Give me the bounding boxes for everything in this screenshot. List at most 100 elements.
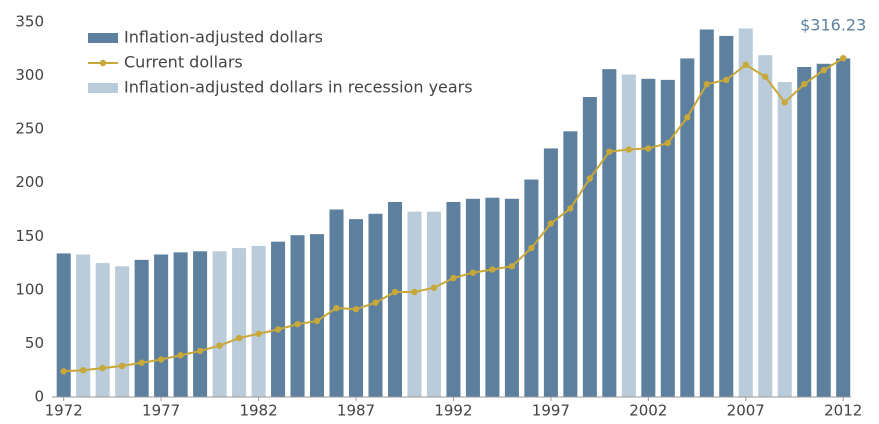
point — [840, 54, 847, 62]
x-tick-label: 1992 — [434, 402, 472, 420]
point — [762, 73, 769, 80]
point — [723, 76, 730, 84]
x-tick-label: 1997 — [532, 402, 570, 420]
bar — [446, 202, 461, 397]
bar — [76, 254, 91, 397]
x-tick-label: 2002 — [629, 402, 667, 420]
x-tick-label: 1987 — [337, 402, 375, 420]
point — [372, 299, 379, 306]
point — [235, 334, 243, 342]
bar — [329, 209, 344, 397]
legend-label: Inflation-adjusted dollars in recession … — [124, 78, 473, 97]
point — [781, 99, 788, 106]
point — [450, 274, 457, 282]
point — [196, 347, 204, 355]
bar — [290, 235, 305, 397]
point — [430, 284, 438, 291]
point — [606, 148, 613, 155]
bar — [524, 179, 539, 397]
bar — [563, 131, 578, 398]
bar — [543, 148, 558, 397]
bar — [602, 69, 617, 398]
bar — [465, 198, 480, 397]
bar — [212, 251, 227, 397]
point — [801, 80, 808, 88]
y-tick-label: 100 — [15, 280, 44, 298]
point — [274, 326, 282, 333]
point — [216, 342, 223, 349]
x-tick-label: 1972 — [45, 402, 83, 420]
bar — [134, 259, 149, 397]
bar — [621, 74, 636, 397]
bar — [719, 35, 734, 398]
y-tick-label: 250 — [15, 120, 44, 138]
x-tick-label: 1977 — [142, 402, 180, 420]
point — [157, 356, 165, 363]
bar — [738, 28, 753, 398]
legend-label: Inflation-adjusted dollars — [124, 28, 323, 47]
y-tick-label: 150 — [15, 227, 44, 245]
bar — [154, 254, 169, 397]
point — [489, 266, 496, 273]
data-label: $316.23 — [800, 16, 866, 35]
bar — [485, 197, 500, 397]
point — [645, 145, 652, 152]
bar — [816, 63, 831, 398]
bar — [95, 263, 110, 397]
legend-label: Current dollars — [124, 53, 243, 72]
bar — [836, 58, 851, 398]
bar — [407, 211, 422, 397]
bar — [797, 67, 812, 397]
point — [664, 139, 672, 147]
y-tick-label: 350 — [15, 13, 44, 31]
bar — [582, 97, 597, 397]
bar — [232, 248, 247, 397]
bar — [271, 241, 286, 397]
x-tick-label: 2007 — [727, 402, 765, 420]
point — [625, 146, 633, 153]
bar — [426, 211, 441, 397]
legend-swatch — [88, 33, 118, 43]
point — [352, 305, 360, 313]
bar — [115, 266, 130, 397]
point — [684, 114, 691, 121]
bar — [680, 58, 695, 398]
legend-swatch — [99, 59, 107, 67]
point — [508, 263, 516, 270]
point — [820, 67, 827, 74]
point — [138, 359, 145, 366]
bar — [777, 82, 792, 397]
x-tick-label: 1982 — [239, 402, 277, 420]
bar — [660, 79, 675, 397]
y-tick-label: 200 — [15, 173, 44, 191]
bar — [193, 251, 208, 397]
point — [411, 288, 418, 296]
point — [742, 61, 749, 69]
point — [547, 220, 555, 227]
point — [118, 362, 126, 370]
bar — [173, 252, 188, 397]
point — [255, 330, 262, 337]
point — [294, 320, 301, 328]
point — [586, 175, 594, 182]
bar — [758, 55, 773, 397]
point — [391, 288, 399, 296]
bar — [387, 202, 403, 397]
legend-swatch — [88, 83, 118, 93]
bar — [310, 234, 325, 397]
y-tick-label: 50 — [25, 334, 44, 352]
point — [313, 317, 321, 325]
y-tick-label: 300 — [15, 66, 44, 84]
x-tick-label: 2012 — [824, 402, 862, 420]
bar — [251, 245, 266, 397]
point — [79, 367, 87, 374]
point — [469, 269, 477, 276]
point — [703, 80, 710, 88]
y-tick-label: 0 — [34, 388, 44, 406]
bar — [56, 253, 71, 397]
point — [177, 352, 184, 359]
bar — [641, 78, 656, 398]
bar — [699, 29, 714, 397]
point — [528, 244, 535, 252]
